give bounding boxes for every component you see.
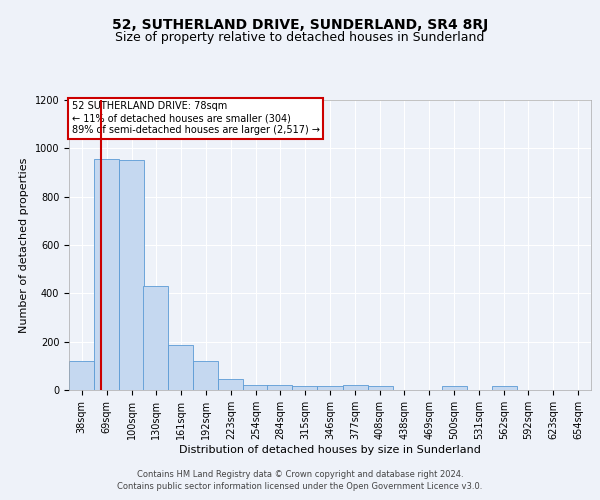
Bar	[94, 159, 119, 390]
X-axis label: Distribution of detached houses by size in Sunderland: Distribution of detached houses by size …	[179, 444, 481, 454]
Bar	[442, 386, 467, 390]
Bar	[193, 361, 218, 390]
Bar	[218, 379, 243, 390]
Text: 52 SUTHERLAND DRIVE: 78sqm
← 11% of detached houses are smaller (304)
89% of sem: 52 SUTHERLAND DRIVE: 78sqm ← 11% of deta…	[71, 102, 320, 134]
Bar	[368, 386, 392, 390]
Text: Size of property relative to detached houses in Sunderland: Size of property relative to detached ho…	[115, 31, 485, 44]
Text: Contains public sector information licensed under the Open Government Licence v3: Contains public sector information licen…	[118, 482, 482, 491]
Bar	[119, 160, 144, 390]
Bar	[317, 386, 343, 390]
Bar	[243, 385, 268, 390]
Bar	[168, 346, 193, 390]
Bar	[69, 361, 94, 390]
Y-axis label: Number of detached properties: Number of detached properties	[19, 158, 29, 332]
Bar	[268, 385, 292, 390]
Bar	[492, 386, 517, 390]
Bar	[343, 385, 368, 390]
Bar	[292, 386, 317, 390]
Text: Contains HM Land Registry data © Crown copyright and database right 2024.: Contains HM Land Registry data © Crown c…	[137, 470, 463, 479]
Text: 52, SUTHERLAND DRIVE, SUNDERLAND, SR4 8RJ: 52, SUTHERLAND DRIVE, SUNDERLAND, SR4 8R…	[112, 18, 488, 32]
Bar	[143, 286, 168, 390]
